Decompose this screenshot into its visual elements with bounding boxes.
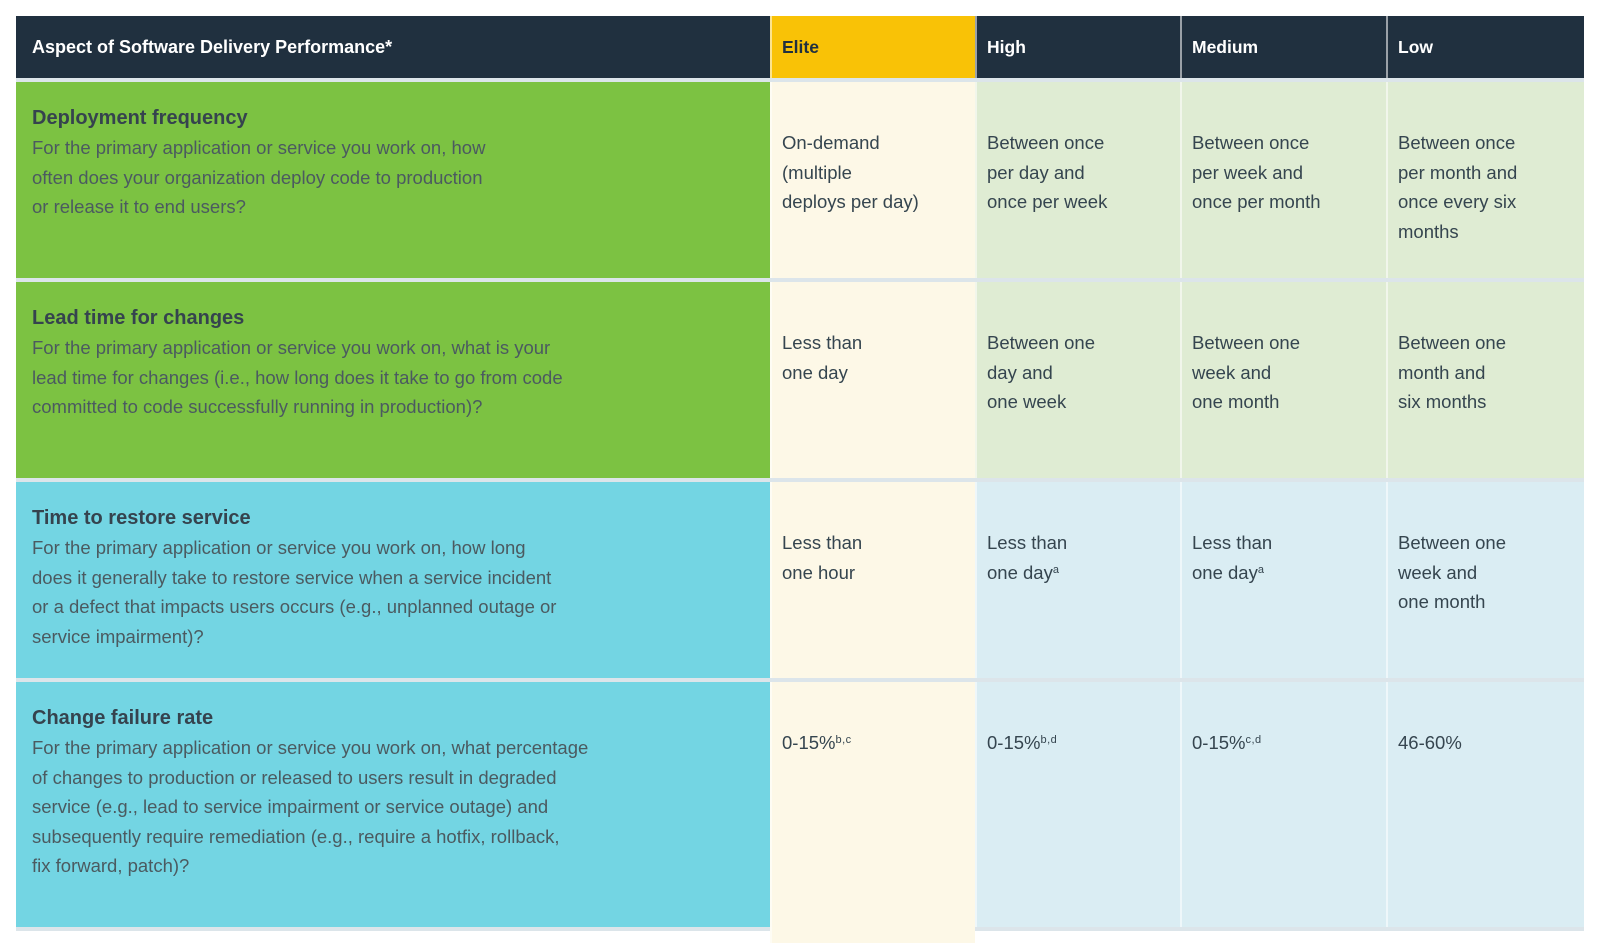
performance-table-grid: Aspect of Software Delivery Performance*… <box>16 16 1584 943</box>
value-cell-elite-row1: On-demand (multiple deploys per day) <box>770 78 975 278</box>
value-cell-high-row2: Between one day and one week <box>975 278 1180 478</box>
value-text: 0-15%c,d <box>1192 732 1262 753</box>
column-header-high-label: High <box>987 36 1026 57</box>
value-cell-elite-row3: Less than one hour <box>770 478 975 678</box>
value-text: On-demand (multiple deploys per day) <box>782 132 919 212</box>
metric-title: Deployment frequency <box>32 107 248 129</box>
metric-question-text: For the primary application or service y… <box>32 737 589 876</box>
column-header-low: Low <box>1386 16 1584 78</box>
value-cell-medium-row2: Between one week and one month <box>1180 278 1386 478</box>
metric-question-cell-row4: Change failure rate For the primary appli… <box>16 678 770 927</box>
footnote-marker: b,c <box>835 734 852 746</box>
footnote-marker: c,d <box>1245 734 1262 746</box>
value-text: Between one week and one month <box>1398 532 1507 612</box>
value-cell-low-row3: Between one week and one month <box>1386 478 1584 678</box>
footnote-marker: a <box>1257 563 1265 576</box>
value-text: Less than one daya <box>1192 532 1273 583</box>
column-header-medium-label: Medium <box>1192 36 1259 57</box>
high-column-footer <box>975 927 1180 943</box>
metric-question-cell-row2: Lead time for changes For the primary app… <box>16 278 770 478</box>
value-text: Less than one hour <box>782 532 863 583</box>
value-cell-low-row2: Between one month and six months <box>1386 278 1584 478</box>
value-cell-high-row4: 0-15%b,d <box>975 678 1180 927</box>
metric-question-text: For the primary application or service y… <box>32 137 486 217</box>
medium-column-footer <box>1180 927 1386 943</box>
value-cell-high-row1: Between once per day and once per week <box>975 78 1180 278</box>
column-header-high: High <box>975 16 1180 78</box>
metric-question-cell-row1: Deployment frequency For the primary appl… <box>16 78 770 278</box>
metric-question-text: For the primary application or service y… <box>32 537 557 647</box>
value-text: Between one day and one week <box>987 332 1096 412</box>
value-cell-elite-row4: 0-15%b,c <box>770 678 975 927</box>
question-column-footer <box>16 927 770 943</box>
metric-question-cell-row3: Time to restore service For the primary a… <box>16 478 770 678</box>
column-header-medium: Medium <box>1180 16 1386 78</box>
footnote-marker: b,d <box>1040 734 1058 746</box>
value-text: Between once per day and once per week <box>987 132 1108 212</box>
metric-title: Change failure rate <box>32 707 214 729</box>
value-cell-low-row4: 46-60% <box>1386 678 1584 927</box>
column-header-elite-label: Elite <box>782 36 819 57</box>
value-cell-elite-row2: Less than one day <box>770 278 975 478</box>
metric-title: Time to restore service <box>32 507 251 529</box>
column-header-low-label: Low <box>1398 36 1433 57</box>
elite-column-extension <box>770 927 975 943</box>
value-text: 0-15%b,c <box>782 732 852 753</box>
footnote-marker: a <box>1052 563 1060 576</box>
metric-title: Lead time for changes <box>32 307 245 329</box>
value-text: Between once per week and once per month <box>1192 132 1321 212</box>
value-text: Between once per month and once every si… <box>1398 132 1518 242</box>
value-text: Less than one daya <box>987 532 1068 583</box>
value-text: Between one month and six months <box>1398 332 1507 412</box>
column-header-aspect: Aspect of Software Delivery Performance* <box>16 16 770 78</box>
column-header-elite: Elite <box>770 16 975 78</box>
value-text: 0-15%b,d <box>987 732 1058 753</box>
low-column-footer <box>1386 927 1584 943</box>
metric-question-text: For the primary application or service y… <box>32 337 563 417</box>
value-cell-medium-row1: Between once per week and once per month <box>1180 78 1386 278</box>
value-text: 46-60% <box>1398 732 1462 753</box>
value-text: Between one week and one month <box>1192 332 1301 412</box>
value-cell-high-row3: Less than one daya <box>975 478 1180 678</box>
column-header-aspect-label: Aspect of Software Delivery Performance* <box>32 36 393 57</box>
value-cell-medium-row4: 0-15%c,d <box>1180 678 1386 927</box>
value-cell-medium-row3: Less than one daya <box>1180 478 1386 678</box>
value-text: Less than one day <box>782 332 863 383</box>
value-cell-low-row1: Between once per month and once every si… <box>1386 78 1584 278</box>
